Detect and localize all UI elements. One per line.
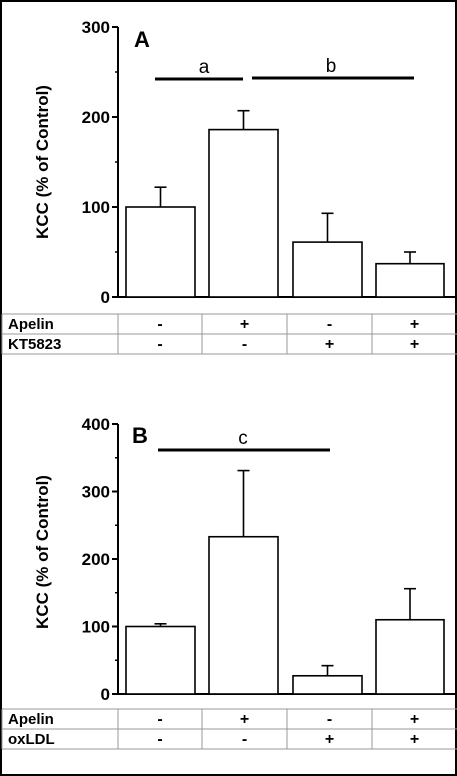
bar <box>125 206 196 298</box>
bar <box>292 674 363 695</box>
table-row-label: oxLDL <box>8 731 55 748</box>
y-tick-label: 300 <box>82 483 110 502</box>
bar <box>125 625 196 695</box>
bar <box>208 535 279 695</box>
y-tick-label: 400 <box>82 415 110 434</box>
table-cell: - <box>327 316 332 333</box>
y-tick-label: 0 <box>101 685 110 704</box>
table-cell: + <box>325 336 334 353</box>
table-cell: + <box>410 731 419 748</box>
table-cell: + <box>410 711 419 728</box>
bar <box>292 241 363 298</box>
table-cell: - <box>242 731 247 748</box>
table-cell: - <box>157 731 162 748</box>
table-cell: + <box>325 731 334 748</box>
y-tick-label: 200 <box>82 108 110 127</box>
table-row-label: KT5823 <box>8 336 61 353</box>
y-tick-label: 100 <box>82 618 110 637</box>
significance-label: b <box>326 56 337 77</box>
y-axis-label: KCC (% of Control) <box>33 85 52 239</box>
y-axis-label: KCC (% of Control) <box>33 475 52 629</box>
table-cell: - <box>327 711 332 728</box>
table-cell: - <box>157 336 162 353</box>
panel-letter: A <box>134 27 150 52</box>
table-cell: + <box>240 316 249 333</box>
significance-label: a <box>199 57 210 78</box>
significance-label: c <box>238 428 248 449</box>
y-tick-label: 200 <box>82 550 110 569</box>
y-tick-label: 100 <box>82 198 110 217</box>
table-cell: - <box>242 336 247 353</box>
table-cell: + <box>410 336 419 353</box>
table-cell: + <box>240 711 249 728</box>
table-cell: - <box>157 316 162 333</box>
panel-letter: B <box>132 423 148 448</box>
y-tick-label: 300 <box>82 18 110 37</box>
table-row-label: Apelin <box>8 316 54 333</box>
table-cell: + <box>410 316 419 333</box>
table-cell: - <box>157 711 162 728</box>
table-row-label: Apelin <box>8 711 54 728</box>
bar <box>375 262 445 298</box>
bar <box>375 618 445 695</box>
bar <box>208 128 279 298</box>
y-tick-label: 0 <box>101 288 110 307</box>
